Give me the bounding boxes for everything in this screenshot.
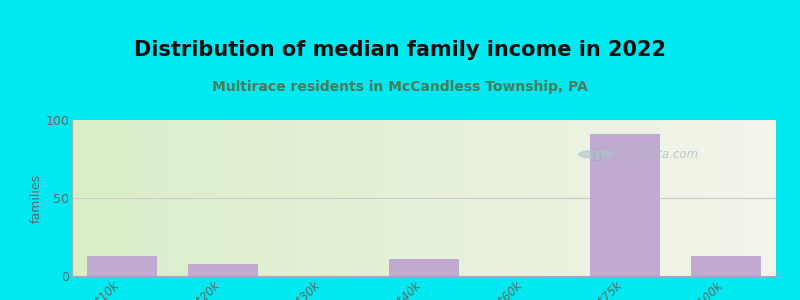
- Text: Multirace residents in McCandless Township, PA: Multirace residents in McCandless Townsh…: [212, 80, 588, 94]
- Text: Distribution of median family income in 2022: Distribution of median family income in …: [134, 40, 666, 60]
- Bar: [188, 263, 258, 276]
- Bar: [87, 256, 158, 276]
- Text: ⦿: ⦿: [592, 147, 601, 161]
- Text: City-Data.com: City-Data.com: [614, 148, 698, 161]
- Bar: [590, 134, 660, 276]
- Circle shape: [579, 150, 614, 158]
- Bar: [389, 259, 459, 276]
- Y-axis label: families: families: [30, 173, 42, 223]
- Bar: [690, 256, 761, 276]
